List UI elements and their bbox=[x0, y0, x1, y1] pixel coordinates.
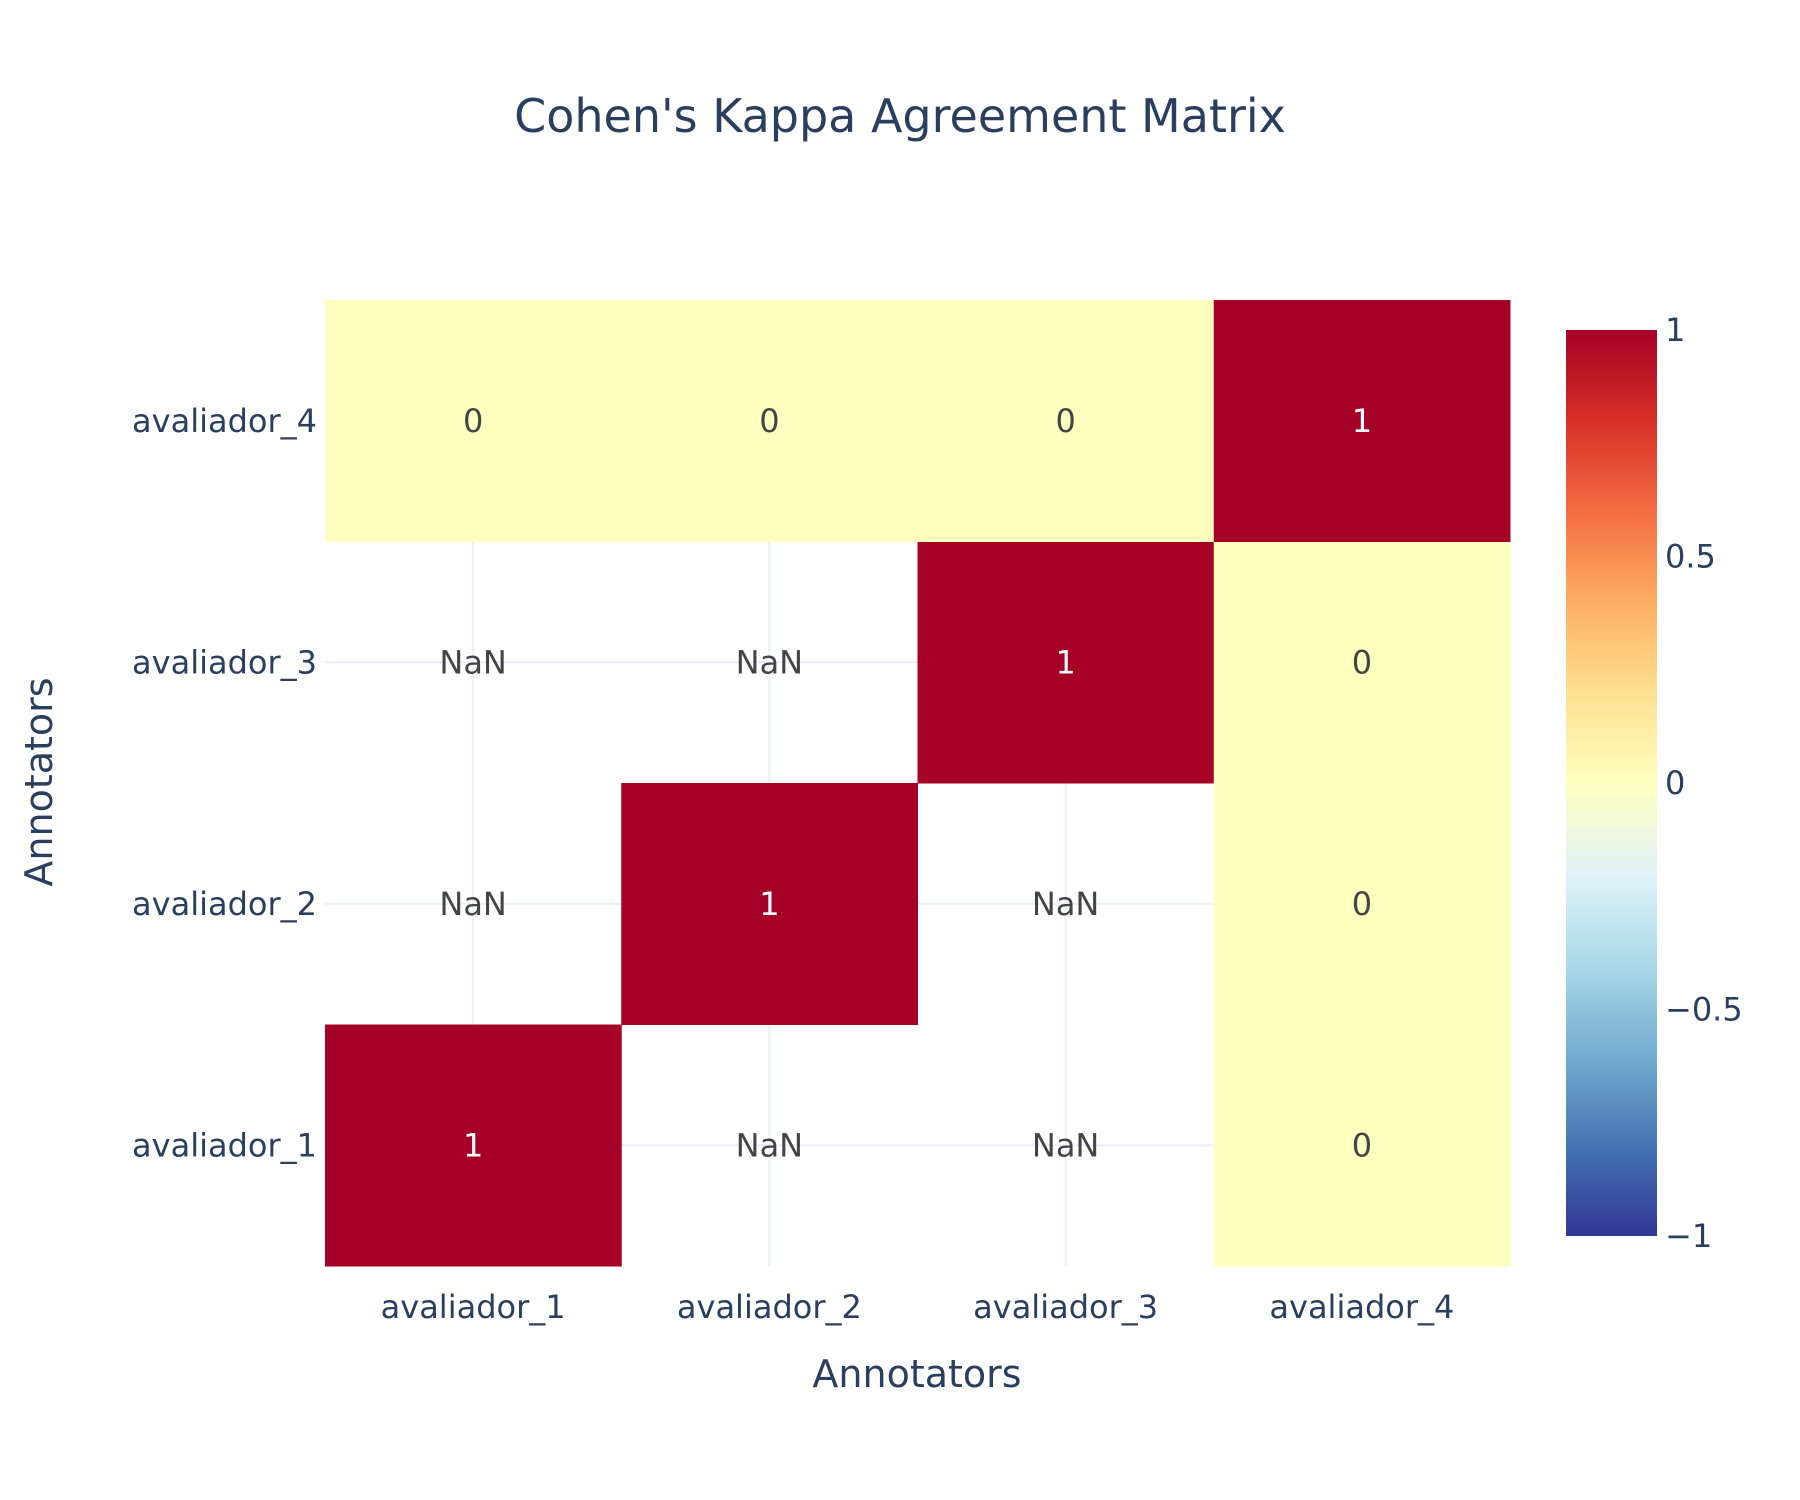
cell-label-avaliador_2-avaliador_1: NaN bbox=[439, 885, 506, 923]
cell-label-avaliador_2-avaliador_4: 0 bbox=[1352, 885, 1372, 923]
colorbar-tick-label: −1 bbox=[1665, 1217, 1712, 1255]
cell-label-avaliador_1-avaliador_1: 1 bbox=[463, 1126, 483, 1164]
cell-label-avaliador_2-avaliador_2: 1 bbox=[759, 885, 779, 923]
y-tick-label-avaliador_3: avaliador_3 bbox=[132, 643, 317, 681]
cell-label-avaliador_4-avaliador_1: 0 bbox=[463, 402, 483, 440]
x-tick-label-avaliador_3: avaliador_3 bbox=[973, 1288, 1158, 1326]
heatmap-cell-avaliador_3-avaliador_3 bbox=[917, 541, 1215, 784]
colorbar-tick-label: 0.5 bbox=[1665, 538, 1716, 576]
cell-label-avaliador_4-avaliador_4: 1 bbox=[1352, 402, 1372, 440]
heatmap-cell-avaliador_4-avaliador_3 bbox=[917, 300, 1215, 542]
chart-title: Cohen's Kappa Agreement Matrix bbox=[514, 89, 1286, 143]
cell-label-avaliador_4-avaliador_2: 0 bbox=[759, 402, 779, 440]
heatmap-cell-avaliador_2-avaliador_2 bbox=[621, 783, 918, 1025]
colorbar: 1 0.5 0 −0.5 −1 bbox=[1566, 311, 1743, 1255]
colorbar-tick-label: 1 bbox=[1665, 311, 1685, 349]
cell-label-avaliador_4-avaliador_3: 0 bbox=[1055, 402, 1075, 440]
heatmap-cell-avaliador_2-avaliador_4 bbox=[1213, 783, 1511, 1025]
x-tick-label-avaliador_1: avaliador_1 bbox=[381, 1288, 566, 1326]
y-axis-ticks: avaliador_1 avaliador_2 avaliador_3 avaliad… bbox=[132, 402, 317, 1165]
cell-label-avaliador_3-avaliador_2: NaN bbox=[736, 643, 803, 681]
cell-label-avaliador_3-avaliador_3: 1 bbox=[1055, 643, 1075, 681]
y-axis-title: Annotators bbox=[17, 677, 61, 886]
colorbar-tick-label: 0 bbox=[1665, 764, 1685, 802]
heatmap-cell-avaliador_1-avaliador_4 bbox=[1213, 1024, 1511, 1267]
cell-labels: 1 NaN NaN 0 NaN 1 NaN 0 NaN NaN 1 0 0 0 0 1 bbox=[439, 402, 1372, 1165]
cell-label-avaliador_1-avaliador_2: NaN bbox=[736, 1126, 803, 1164]
heatmap-cell-avaliador_4-avaliador_1 bbox=[325, 300, 622, 542]
x-tick-label-avaliador_2: avaliador_2 bbox=[677, 1288, 862, 1326]
x-axis-ticks: avaliador_1 avaliador_2 avaliador_3 avaliad… bbox=[381, 1288, 1455, 1326]
heatmap-cell-avaliador_1-avaliador_1 bbox=[325, 1024, 622, 1267]
y-tick-label-avaliador_2: avaliador_2 bbox=[132, 885, 317, 923]
cell-label-avaliador_3-avaliador_4: 0 bbox=[1352, 643, 1372, 681]
colorbar-gradient bbox=[1566, 330, 1657, 1236]
x-axis-title: Annotators bbox=[812, 1352, 1021, 1396]
cell-label-avaliador_1-avaliador_3: NaN bbox=[1032, 1126, 1099, 1164]
colorbar-ticks: 1 0.5 0 −0.5 −1 bbox=[1665, 311, 1743, 1255]
colorbar-tick-label: −0.5 bbox=[1665, 991, 1743, 1029]
x-tick-label-avaliador_4: avaliador_4 bbox=[1269, 1288, 1454, 1326]
cell-label-avaliador_3-avaliador_1: NaN bbox=[439, 643, 506, 681]
heatmap-cell-avaliador_3-avaliador_4 bbox=[1213, 541, 1511, 784]
heatmap-cell-avaliador_4-avaliador_4 bbox=[1213, 300, 1511, 542]
cell-label-avaliador_2-avaliador_3: NaN bbox=[1032, 885, 1099, 923]
heatmap-cells bbox=[325, 300, 1511, 1267]
heatmap-cell-avaliador_4-avaliador_2 bbox=[621, 300, 918, 542]
cell-label-avaliador_1-avaliador_4: 0 bbox=[1352, 1126, 1372, 1164]
y-tick-label-avaliador_4: avaliador_4 bbox=[132, 402, 317, 440]
y-tick-label-avaliador_1: avaliador_1 bbox=[132, 1126, 317, 1164]
